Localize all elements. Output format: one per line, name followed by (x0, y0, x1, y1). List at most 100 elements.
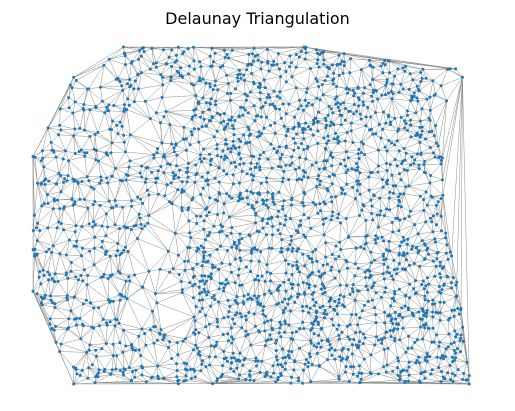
data-point (72, 365, 75, 369)
data-point (354, 246, 358, 250)
data-point (215, 377, 219, 381)
data-point (295, 178, 299, 182)
data-point (331, 63, 334, 67)
data-point (430, 129, 434, 133)
data-point (369, 198, 373, 202)
data-point (395, 164, 399, 168)
data-point (216, 111, 219, 115)
data-point (330, 214, 334, 218)
data-point (65, 294, 69, 298)
data-point (307, 216, 311, 220)
data-point (194, 328, 198, 332)
data-point (184, 337, 187, 341)
data-point (258, 85, 262, 89)
data-point (222, 169, 226, 173)
data-point (413, 340, 417, 344)
data-point (330, 317, 334, 321)
data-point (184, 148, 188, 152)
data-point (242, 302, 246, 306)
data-point (87, 179, 91, 183)
data-point (79, 337, 83, 341)
data-point (36, 181, 39, 185)
data-point (346, 91, 349, 95)
data-point (401, 235, 405, 239)
data-point (99, 275, 103, 279)
data-point (80, 180, 84, 183)
data-point (309, 67, 312, 70)
data-point (118, 298, 122, 302)
data-point (256, 300, 260, 304)
data-point (331, 210, 335, 214)
data-point (317, 364, 321, 368)
data-point (322, 167, 326, 170)
data-point (426, 299, 430, 303)
data-point (290, 203, 293, 207)
data-point (364, 218, 368, 222)
data-point (193, 113, 197, 117)
data-point (332, 307, 336, 311)
data-point (192, 127, 196, 131)
data-point (347, 109, 351, 113)
data-point (254, 359, 258, 363)
data-point (198, 292, 202, 296)
data-point (238, 248, 242, 252)
data-point (229, 231, 233, 235)
data-point (182, 125, 186, 129)
data-point (92, 220, 95, 224)
data-point (140, 175, 144, 179)
data-point (451, 372, 454, 376)
data-point (87, 348, 91, 352)
data-point (198, 279, 202, 283)
data-point (191, 296, 195, 300)
data-point (51, 244, 55, 248)
data-point (339, 248, 343, 251)
data-point (311, 250, 315, 254)
data-point (335, 137, 339, 141)
data-point (202, 227, 206, 231)
data-point (213, 176, 217, 180)
data-point (397, 229, 401, 233)
data-point (89, 301, 92, 305)
data-point (389, 90, 393, 93)
data-point (265, 373, 269, 377)
data-point (110, 141, 114, 145)
data-point (179, 66, 183, 70)
data-point (94, 104, 98, 108)
data-point (152, 153, 156, 157)
data-point (176, 353, 180, 357)
data-point (428, 108, 432, 112)
data-point (136, 195, 140, 199)
data-point (439, 84, 443, 88)
data-point (132, 224, 136, 228)
data-point (62, 207, 66, 211)
data-point (343, 118, 347, 122)
data-point (268, 95, 272, 99)
data-point (193, 282, 197, 286)
data-point (301, 201, 305, 205)
data-point (227, 310, 231, 314)
data-point (360, 140, 363, 144)
data-point (173, 231, 177, 235)
data-point (374, 132, 378, 136)
data-point (309, 127, 313, 131)
data-point (259, 250, 263, 254)
data-point (240, 326, 244, 330)
data-point (303, 264, 307, 268)
data-point (122, 109, 126, 113)
data-point (356, 266, 360, 270)
data-point (348, 323, 352, 327)
data-point (438, 264, 442, 268)
data-point (138, 171, 142, 175)
data-point (222, 48, 226, 52)
data-point (398, 192, 402, 196)
chart-title: Delaunay Triangulation (165, 9, 350, 28)
data-point (272, 59, 276, 63)
data-point (203, 274, 207, 278)
data-point (204, 365, 208, 369)
data-point (295, 263, 299, 267)
data-point (423, 243, 427, 247)
data-point (162, 336, 166, 340)
data-point (122, 225, 126, 228)
data-point (156, 192, 160, 196)
